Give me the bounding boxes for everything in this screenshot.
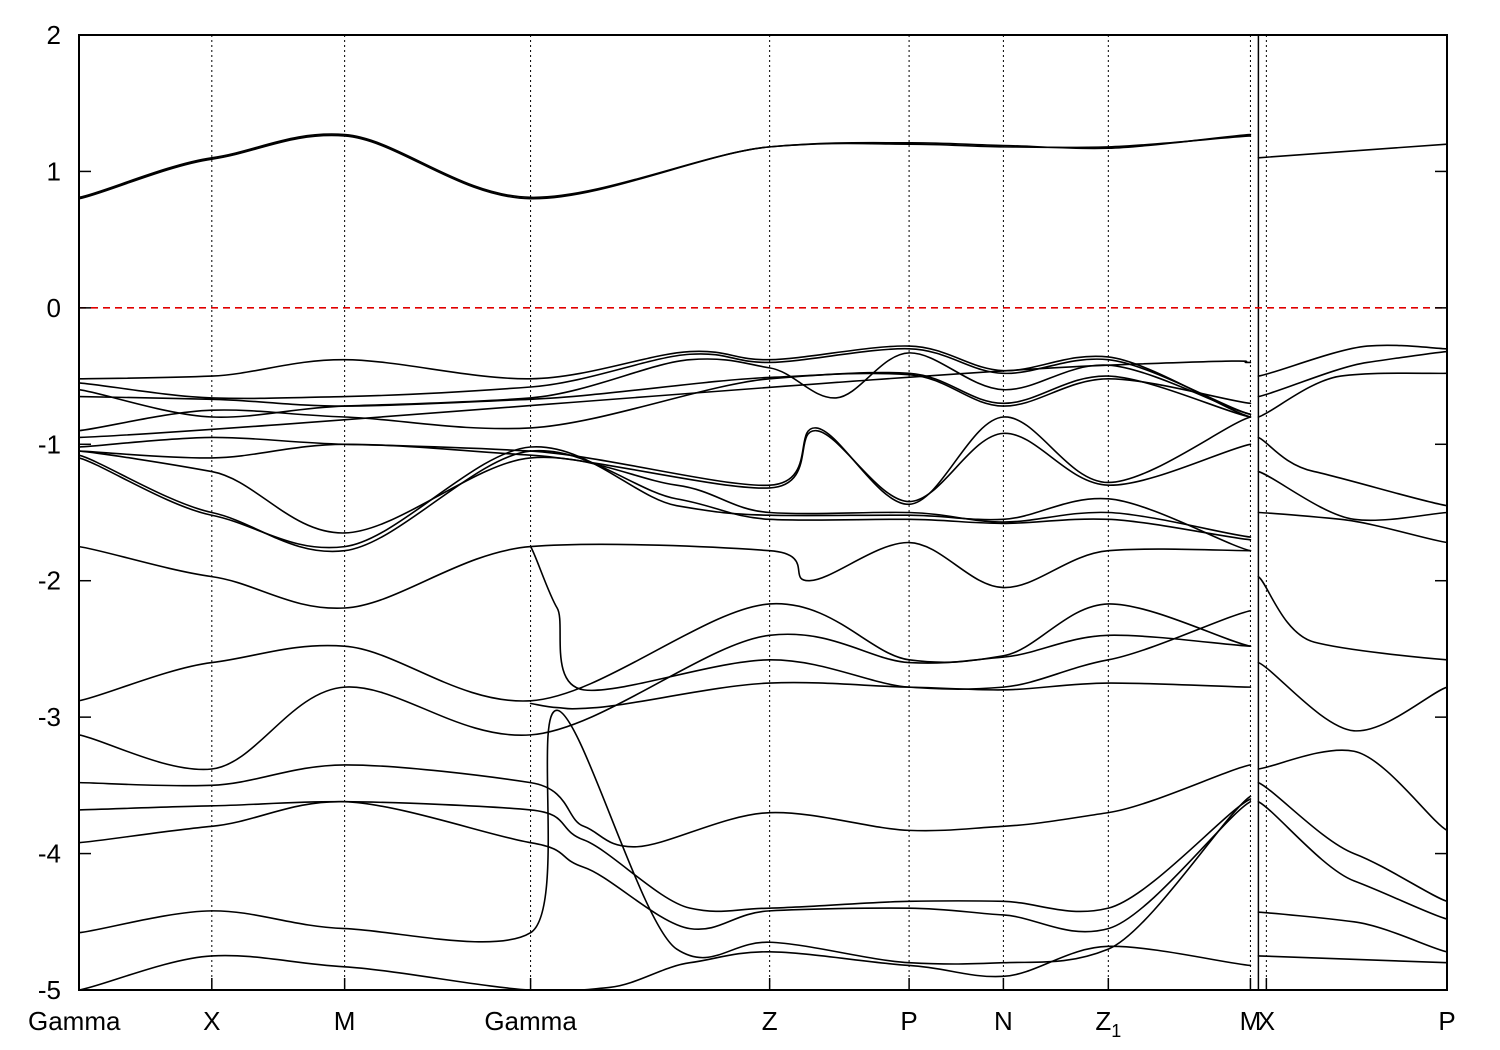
band-line [79, 372, 1252, 432]
plot-frame [78, 34, 1448, 991]
band-line [1257, 749, 1447, 832]
band-line [79, 603, 1252, 702]
band-line [79, 371, 1252, 418]
band-line [79, 416, 1252, 506]
y-tick-label: -2 [38, 566, 61, 596]
band-line [79, 352, 1252, 418]
y-tick-label: -3 [38, 702, 61, 732]
band-line [1257, 955, 1447, 964]
band-line [79, 450, 1252, 538]
x-tick-label: X [203, 1006, 220, 1036]
band-line [1257, 661, 1447, 732]
band-line [79, 798, 1252, 913]
band-line [79, 800, 1252, 933]
band-line [1257, 781, 1447, 903]
band-line [79, 945, 1252, 990]
band-line [1257, 350, 1447, 398]
x-tick-label: M [1240, 1006, 1262, 1036]
band-line [529, 545, 1252, 692]
band-line [1257, 436, 1447, 507]
band-line [79, 134, 1252, 200]
band-line [1257, 470, 1447, 522]
band-line [79, 133, 1252, 199]
band-line [1257, 575, 1447, 661]
band-line [1257, 143, 1447, 159]
band-line [79, 541, 1252, 609]
y-tick-label: -1 [38, 429, 61, 459]
x-tick-label: Z1 [1095, 1006, 1121, 1041]
y-axis: 2 1 0 -1 -2 -3 -4 -5 [38, 20, 1447, 1005]
band-line [1257, 511, 1447, 544]
band-line [1257, 372, 1447, 418]
y-tick-label: 1 [47, 156, 61, 186]
x-tick-label: Gamma [484, 1006, 577, 1036]
band-line [79, 347, 1252, 416]
band-line [529, 681, 1252, 710]
band-line [79, 764, 1252, 848]
band-line [79, 446, 1252, 552]
band-line [79, 360, 1252, 439]
high-symmetry-gridlines [211, 35, 1267, 990]
x-tick-label: P [1438, 1006, 1455, 1036]
y-tick-label: 2 [47, 20, 61, 50]
band-line [1257, 800, 1447, 920]
x-tick-label: M [334, 1006, 356, 1036]
band-lines [79, 133, 1447, 990]
y-tick-label: 0 [47, 293, 61, 323]
band-line [79, 429, 1252, 503]
band-line [1257, 344, 1447, 377]
y-tick-label: -4 [38, 839, 61, 869]
band-line [79, 633, 1252, 771]
band-line [1257, 911, 1447, 953]
x-tick-label: Gamma [28, 1006, 121, 1036]
x-axis: Gamma X M Gamma Z P N Z1 MX P [28, 978, 1456, 1041]
x-tick-label: P [900, 1006, 917, 1036]
x-tick-label: X [1258, 1006, 1275, 1036]
y-tick-label: -5 [38, 975, 61, 1005]
band-line [79, 709, 1252, 965]
band-line [79, 345, 1252, 418]
x-tick-label: Z [762, 1006, 778, 1036]
x-tick-label: N [994, 1006, 1013, 1036]
